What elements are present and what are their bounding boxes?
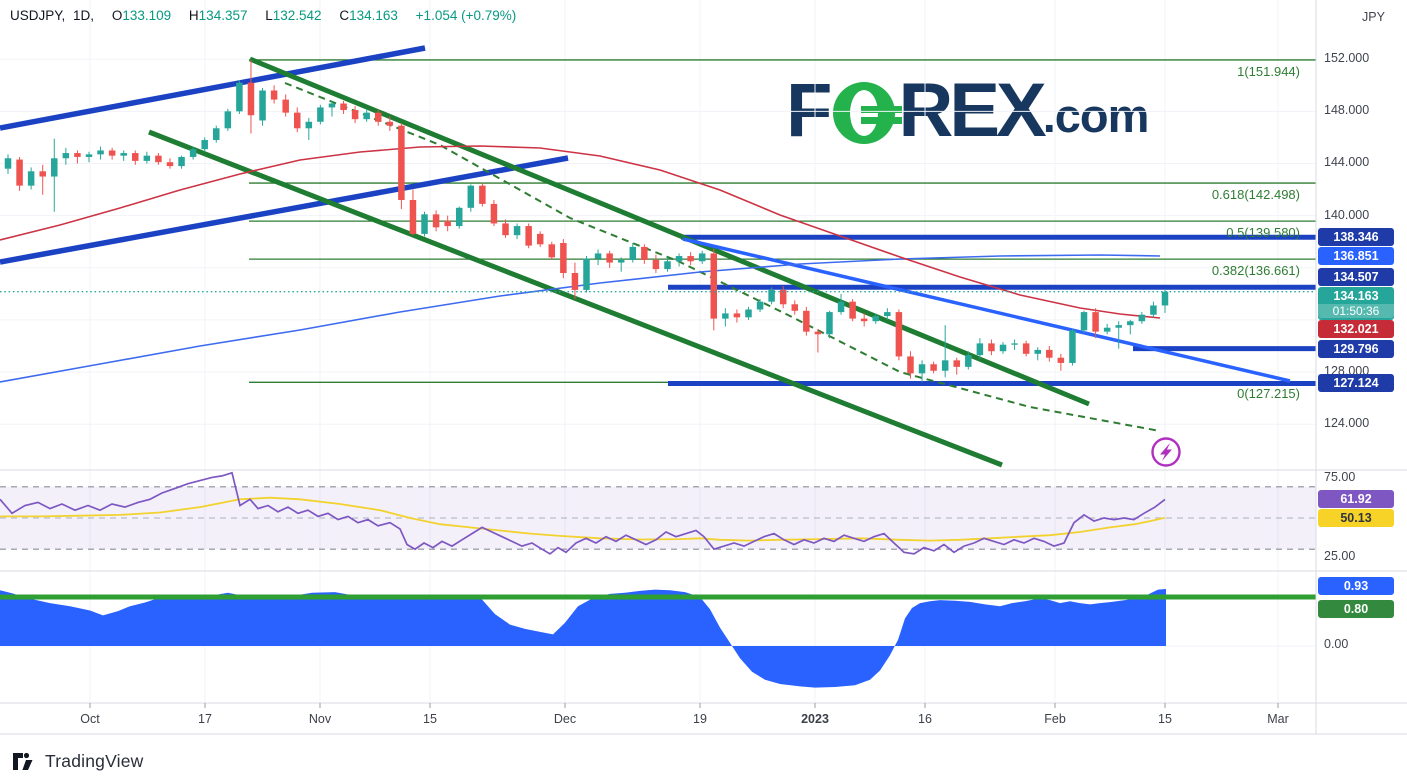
badge-value: 132.021 (1333, 322, 1379, 336)
indicator-badge-0.80: 0.80 (1318, 600, 1394, 618)
rsi-badge-61.92: 61.92 (1318, 490, 1394, 508)
lightning-events-icon[interactable] (1151, 437, 1181, 467)
price-badge-132.021: 132.021 (1318, 320, 1394, 338)
price-badge-134.507: 134.507 (1318, 268, 1394, 286)
price-tick-140.000: 140.000 (1324, 208, 1370, 222)
high-prefix: H (188, 8, 199, 23)
rsi-badge-50.13: 50.13 (1318, 509, 1394, 527)
time-tick-15: 15 (1158, 712, 1172, 726)
time-tick-Dec: Dec (553, 712, 577, 726)
badge-value: 0.93 (1343, 579, 1369, 593)
badge-value: 136.851 (1333, 249, 1379, 263)
countdown-timer: 01:50:36 (1318, 304, 1394, 318)
badge-value: 50.13 (1340, 511, 1372, 525)
fib-label-0.5(139.580): 0.5(139.580) (1226, 225, 1300, 241)
rsi-lines (0, 471, 1166, 555)
badge-value: 129.796 (1333, 342, 1379, 356)
price-badge-136.851: 136.851 (1318, 247, 1394, 265)
close-value: 134.163 (349, 8, 398, 23)
watermark-letters-rex: REX (898, 68, 1046, 153)
symbol-name: USDJPY, (10, 8, 66, 23)
descending-channel-upper[interactable] (249, 56, 1090, 407)
watermark-letter-f: F (786, 68, 832, 153)
tradingview-branding-link[interactable]: TradingView (12, 751, 144, 772)
time-tick-Oct: Oct (80, 712, 100, 726)
fib-label-1(151.944): 1(151.944) (1237, 63, 1300, 79)
low-prefix: L (265, 8, 273, 23)
fib-label-0(127.215): 0(127.215) (1237, 386, 1300, 402)
badge-value: 0.80 (1343, 602, 1369, 616)
price-badge-138.346: 138.346 (1318, 228, 1394, 246)
moving-averages (0, 145, 1161, 383)
badge-value: 134.163 (1333, 289, 1379, 303)
time-tick-2023: 2023 (801, 712, 829, 726)
fib-label-0.618(142.498): 0.618(142.498) (1211, 187, 1300, 203)
candlestick-series (4, 59, 1169, 383)
correlation-area (0, 589, 1316, 688)
low-value: 132.542 (272, 8, 322, 23)
trendlines (0, 45, 1291, 468)
close-prefix: C (339, 8, 350, 23)
open-value: 133.109 (122, 8, 172, 23)
price-badge-127.124: 127.124 (1318, 374, 1394, 392)
indicator-tick-0.00: 0.00 (1324, 637, 1349, 651)
price-badge-129.796: 129.796 (1318, 340, 1394, 358)
indicator-tick-75.00: 75.00 (1324, 470, 1356, 484)
time-tick-16: 16 (918, 712, 932, 726)
price-badge-134.163: 134.163 01:50:36 (1318, 287, 1394, 320)
time-tick-19: 19 (693, 712, 707, 726)
time-tick-Mar: Mar (1267, 712, 1289, 726)
time-tick-17: 17 (198, 712, 212, 726)
price-tick-144.000: 144.000 (1324, 155, 1370, 169)
time-tick-15: 15 (423, 712, 437, 726)
tradingview-logo-icon (13, 752, 33, 770)
watermark-dot-com: .com (1042, 88, 1150, 142)
ascending-channel-upper[interactable] (0, 45, 426, 131)
descending-blue-support[interactable] (682, 237, 1291, 383)
forex-coin-o-icon (833, 81, 903, 144)
badge-value: 127.124 (1333, 376, 1379, 390)
interval-label: 1D, (73, 8, 95, 23)
fib-label-0.382(136.661): 0.382(136.661) (1211, 263, 1300, 279)
tradingview-brand-name: TradingView (45, 751, 144, 771)
high-value: 134.357 (198, 8, 248, 23)
forex-com-watermark: F REX .com (786, 68, 1150, 153)
time-tick-Nov: Nov (308, 712, 332, 726)
indicator-tick-25.00: 25.00 (1324, 549, 1356, 563)
symbol-legend: USDJPY, 1D, O133.109 H134.357 L132.542 C… (10, 8, 516, 23)
price-tick-152.000: 152.000 (1324, 51, 1370, 65)
badge-value: 134.507 (1333, 270, 1379, 284)
price-tick-124.000: 124.000 (1324, 416, 1370, 430)
indicator-badge-0.93: 0.93 (1318, 577, 1394, 595)
descending-channel-lower[interactable] (148, 129, 1003, 468)
panel-separators (0, 0, 1407, 735)
price-axis-currency-label: JPY (1362, 10, 1385, 24)
ascending-channel-lower[interactable] (0, 155, 569, 265)
badge-value: 61.92 (1340, 492, 1372, 506)
price-tick-148.000: 148.000 (1324, 103, 1370, 117)
grid-lines (0, 0, 1316, 703)
change-value: +1.054 (+0.79%) (415, 8, 517, 23)
open-prefix: O (111, 8, 123, 23)
time-tick-Feb: Feb (1044, 712, 1066, 726)
fib-retracement-lines (249, 59, 1316, 383)
badge-value: 138.346 (1333, 230, 1379, 244)
